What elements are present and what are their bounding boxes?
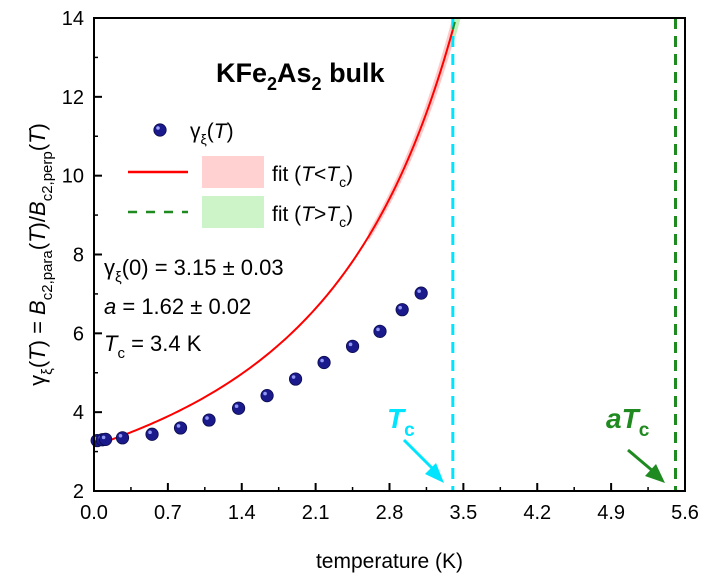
data-point-highlight <box>376 327 380 332</box>
y-tick-label: 8 <box>73 245 84 267</box>
x-tick-label: 3.5 <box>449 502 477 524</box>
x-axis-label: temperature (K) <box>316 550 463 573</box>
y-tick-label: 2 <box>73 481 84 503</box>
y-tick-label: 6 <box>73 323 84 345</box>
y-tick-label: 4 <box>73 402 84 424</box>
x-tick-label: 5.6 <box>671 502 699 524</box>
sample-label: KFe2As2 bulk <box>216 58 386 94</box>
data-point <box>260 389 274 403</box>
legend-marker-highlight <box>156 126 160 130</box>
x-tick-label: 0.0 <box>80 502 108 524</box>
data-point-highlight <box>205 416 209 420</box>
x-tick-label: 2.1 <box>302 502 330 524</box>
data-point-highlight <box>118 433 123 438</box>
x-tick-label: 0.7 <box>154 502 182 524</box>
data-point <box>99 432 113 446</box>
data-point-highlight <box>234 404 239 409</box>
data-point-highlight <box>263 391 267 396</box>
fit-line-above-tc <box>451 18 458 30</box>
data-points <box>90 286 428 448</box>
data-point <box>288 372 303 386</box>
legend-label-data: γξ(T) <box>190 120 234 147</box>
legend-label-fit-low: fit (T<Tc) <box>272 163 353 190</box>
tc-arrow-head <box>425 463 444 483</box>
legend-marker <box>153 123 167 137</box>
plot-axes: 0.0 0.7 1.4 2.1 2.8 3.5 4.2 4.9 5.6 2 4 6 8 10 12 14 tem… <box>25 8 699 573</box>
fit-band-above-tc <box>452 18 461 46</box>
legend-band-fit-low <box>202 156 264 188</box>
y-tick-label: 14 <box>62 8 84 30</box>
legend-band-fit-high <box>202 196 264 228</box>
data-point-highlight <box>417 289 421 293</box>
atc-arrow-shaft <box>627 448 655 474</box>
parameter-gamma0: γξ(0) = 3.15 ± 0.03 <box>104 255 284 286</box>
fit-curves <box>94 18 458 447</box>
data-point-highlight <box>101 435 106 440</box>
data-point-highlight <box>398 305 402 310</box>
fit-line-below-tc <box>94 29 454 447</box>
data-point <box>317 355 331 370</box>
tc-arrow-shaft <box>402 438 436 472</box>
vertical-reference-lines <box>451 18 678 491</box>
x-tick-label: 4.2 <box>523 502 551 524</box>
data-point-highlight <box>320 358 324 363</box>
data-point <box>145 427 159 441</box>
data-point-highlight <box>348 342 353 347</box>
legend-label-fit-high: fit (T>Tc) <box>272 203 353 230</box>
data-point-highlight <box>176 424 181 428</box>
fit-uncertainty-bands <box>368 18 461 242</box>
x-tick-label: 2.8 <box>376 502 404 524</box>
atc-arrow-head <box>645 464 665 483</box>
data-point <box>373 324 387 338</box>
data-point <box>345 339 360 353</box>
data-point <box>202 413 216 427</box>
x-tick-label: 1.4 <box>228 502 256 524</box>
parameter-tc: Tc = 3.4 K <box>104 331 202 362</box>
atc-marker-label: aTc <box>606 403 650 441</box>
data-point-highlight <box>291 375 296 379</box>
y-tick-label: 12 <box>62 87 84 109</box>
data-point <box>231 401 246 415</box>
tc-marker-label: Tc <box>387 403 415 441</box>
data-point <box>173 421 188 435</box>
annotations: KFe2As2 bulk γξ(T) fit (T<Tc) fit (T>Tc) γξ(… <box>104 58 665 483</box>
x-tick-label: 4.9 <box>597 502 625 524</box>
y-tick-label: 10 <box>62 166 84 188</box>
parameter-a: a = 1.62 ± 0.02 <box>104 294 251 319</box>
data-point <box>395 303 409 317</box>
data-point-highlight <box>148 430 152 435</box>
data-point <box>115 431 130 445</box>
y-axis-label: γξ(T) = Bc2,para(T)/Bc2,perp(T) <box>25 123 56 386</box>
data-point <box>414 286 428 300</box>
fit-band-below-tc <box>368 18 453 242</box>
